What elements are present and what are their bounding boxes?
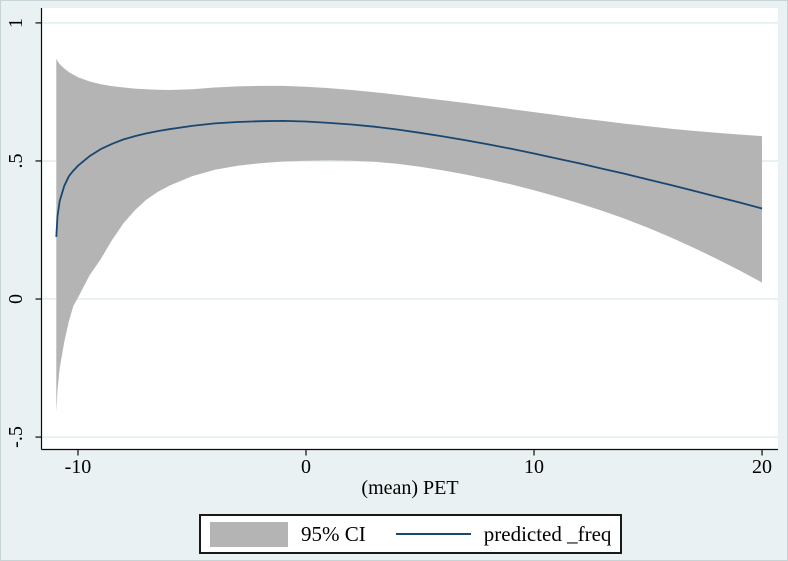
y-tick-label: 1 (5, 17, 27, 28)
x-tick-label: 0 (301, 455, 311, 478)
y-tick-label: -.5 (5, 426, 27, 448)
ci-band (56, 58, 763, 413)
y-tick-label: .5 (5, 153, 27, 169)
y-tick-label: 0 (5, 294, 27, 305)
legend: 95% CI predicted _freq (199, 514, 623, 554)
ci-band-swatch (210, 521, 288, 547)
prediction-line-swatch (395, 533, 471, 535)
legend-label-ci: 95% CI (301, 521, 366, 546)
legend-label-predicted: predicted _freq (483, 521, 612, 546)
x-tick-label: 20 (752, 455, 773, 478)
prediction-line (55, 120, 763, 237)
x-axis-title: (mean) PET (361, 477, 459, 499)
x-tick-label: 10 (524, 455, 545, 478)
x-tick-label: -10 (64, 455, 92, 478)
